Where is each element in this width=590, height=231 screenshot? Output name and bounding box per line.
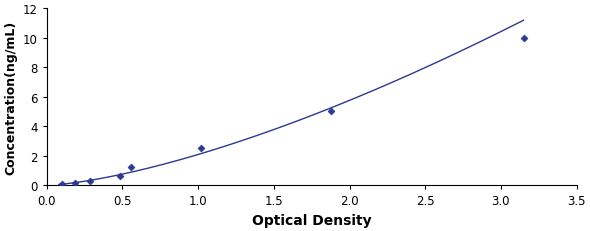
Y-axis label: Concentration(ng/mL): Concentration(ng/mL)	[4, 21, 17, 174]
X-axis label: Optical Density: Optical Density	[252, 213, 372, 227]
